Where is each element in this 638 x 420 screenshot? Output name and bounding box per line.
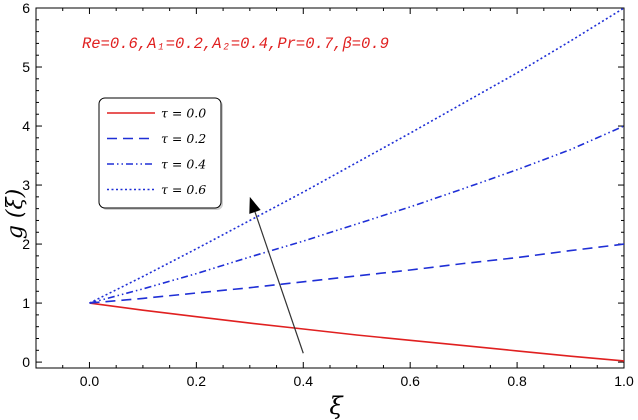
x-tick-label: 0.6 — [400, 373, 420, 389]
trend-arrow — [249, 196, 304, 354]
legend-label-0: τ = 0.0 — [161, 106, 206, 121]
arrow-shaft — [254, 211, 304, 354]
parameter-annotation: Re=0.6,A₁=0.2,A₂=0.4,Pr=0.7,β=0.9 — [82, 35, 389, 53]
legend-label-2: τ = 0.4 — [161, 157, 206, 172]
series-line-2 — [89, 125, 625, 304]
y-tick-label: 3 — [22, 177, 30, 193]
y-tick-label: 5 — [22, 59, 30, 75]
x-axis-label: ξ — [329, 392, 344, 420]
y-axis-label: g (ξ) — [3, 189, 28, 239]
y-tick-label: 4 — [22, 118, 30, 134]
series-lines — [89, 7, 625, 362]
y-tick-label: 0 — [22, 354, 30, 370]
arrow-head — [249, 196, 261, 214]
y-tick-label: 2 — [22, 236, 30, 252]
legend: τ = 0.0 τ = 0.2 τ = 0.4 τ = 0.6 — [98, 97, 223, 210]
legend-label-1: τ = 0.2 — [161, 131, 206, 146]
x-tick-label: 0.2 — [187, 373, 207, 389]
y-tick-label: 1 — [22, 295, 30, 311]
legend-label-3: τ = 0.6 — [161, 182, 206, 197]
x-tick-label: 0.8 — [507, 373, 527, 389]
axis-ticks: 0.0 0.2 0.4 0.6 0.8 1.0 0 1 2 3 4 5 6 — [22, 0, 634, 389]
legend-box — [98, 97, 222, 209]
x-tick-label: 1.0 — [614, 373, 634, 389]
x-tick-label: 0.0 — [80, 373, 100, 389]
y-tick-label: 6 — [22, 0, 30, 16]
series-line-3 — [89, 7, 625, 304]
series-line-1 — [89, 243, 625, 304]
x-tick-label: 0.4 — [294, 373, 314, 389]
series-line-0 — [89, 302, 625, 362]
